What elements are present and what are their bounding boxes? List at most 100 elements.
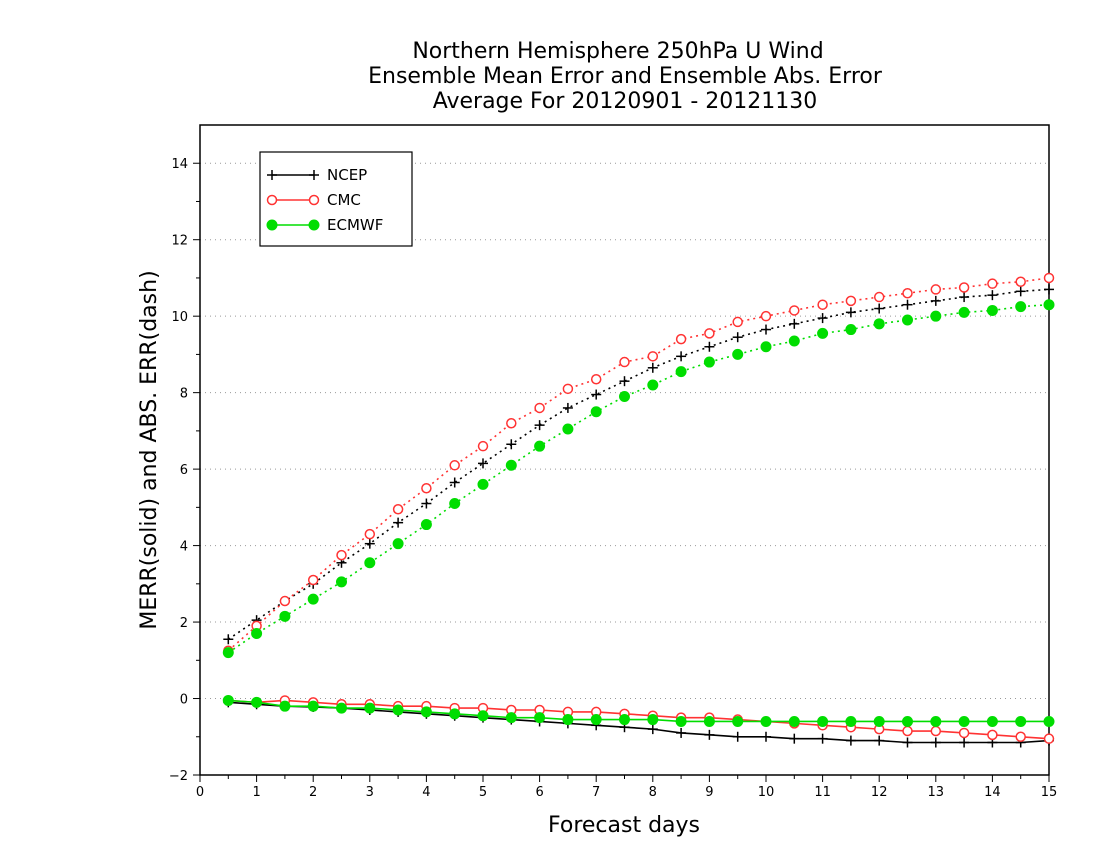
legend-marker xyxy=(267,170,277,180)
ecmwf-abs-error-point xyxy=(930,310,942,322)
legend-label-ncep: NCEP xyxy=(327,166,367,184)
ecmwf-mean-error-point xyxy=(562,714,574,726)
cmc-abs-error-point xyxy=(506,417,517,429)
ncep-abs-error-point xyxy=(534,420,545,431)
ncep-abs-error-point xyxy=(393,517,404,528)
x-tick-label: 2 xyxy=(309,785,317,800)
y-tick-label: 8 xyxy=(180,387,188,402)
ncep-abs-error-point xyxy=(591,389,602,400)
ncep-abs-error-point xyxy=(761,324,771,335)
x-tick-label: 14 xyxy=(984,785,1001,800)
cmc-abs-error-point xyxy=(392,504,404,515)
ecmwf-abs-error-point xyxy=(873,318,885,330)
cmc-abs-error-point xyxy=(675,333,687,345)
ecmwf-abs-error-point xyxy=(420,519,432,531)
x-tick-label: 6 xyxy=(535,785,543,800)
y-tick-label: 10 xyxy=(171,310,188,325)
ecmwf-abs-error-point xyxy=(986,304,998,316)
ecmwf-mean-error-point xyxy=(845,715,857,727)
ecmwf-abs-error-point xyxy=(845,324,857,336)
y-axis-label: MERR(solid) and ABS. ERR(dash) xyxy=(137,270,162,629)
ecmwf-mean-error-point xyxy=(703,715,715,727)
ecmwf-mean-error-point xyxy=(392,704,404,716)
legend-label-ecmwf: ECMWF xyxy=(327,216,383,234)
cmc-abs-error-point xyxy=(1015,276,1026,288)
ncep-mean-error-point xyxy=(845,735,856,746)
ncep-abs-error-point xyxy=(562,402,573,413)
series-ecmwf xyxy=(222,299,1055,727)
legend-item-cmc: CMC xyxy=(266,191,361,209)
y-tick-label: 4 xyxy=(180,540,188,555)
legend-marker xyxy=(308,219,320,231)
cmc-abs-error-point xyxy=(845,295,857,307)
ncep-mean-error-point xyxy=(874,735,885,746)
ncep-abs-error-line xyxy=(227,288,1050,640)
x-axis-label: Forecast days xyxy=(548,813,700,838)
ncep-mean-error-point xyxy=(930,737,941,748)
cmc-mean-error-point xyxy=(958,727,970,739)
ncep-abs-error-point xyxy=(676,351,687,362)
x-tick-label: 12 xyxy=(871,785,888,800)
ecmwf-abs-error-line xyxy=(227,303,1050,654)
ncep-abs-error-point xyxy=(506,439,517,450)
cmc-mean-error-point xyxy=(987,729,998,741)
legend-marker xyxy=(309,170,319,180)
cmc-mean-error-point xyxy=(1043,733,1055,744)
ecmwf-mean-error-point xyxy=(251,696,263,708)
x-tick-label: 5 xyxy=(479,785,487,800)
ncep-abs-error-point xyxy=(1015,286,1026,297)
x-tick-label: 15 xyxy=(1041,785,1058,800)
x-tick-label: 7 xyxy=(592,785,600,800)
cmc-abs-error-point xyxy=(336,549,347,561)
ncep-abs-error-point xyxy=(987,290,998,301)
ecmwf-mean-error-point xyxy=(1043,715,1055,727)
ecmwf-abs-error-point xyxy=(675,366,687,378)
ecmwf-abs-error-point xyxy=(222,647,234,659)
ncep-mean-error-point xyxy=(732,731,743,742)
cmc-abs-error-point xyxy=(477,440,489,452)
ecmwf-mean-error-point xyxy=(788,715,800,727)
ecmwf-mean-error-point xyxy=(307,700,319,712)
cmc-abs-error-point xyxy=(1043,272,1055,284)
ncep-mean-error-point xyxy=(959,737,970,748)
y-tick-label: 2 xyxy=(180,616,188,631)
legend-marker xyxy=(266,194,278,206)
y-tick-label: −2 xyxy=(169,769,188,784)
ncep-mean-error-point xyxy=(704,729,715,740)
ecmwf-mean-error-point xyxy=(817,715,829,727)
legend-box xyxy=(259,151,413,247)
ecmwf-mean-error-point xyxy=(279,700,291,712)
legend: NCEP CMC ECMWF xyxy=(259,151,413,247)
cmc-abs-error-point xyxy=(364,528,376,540)
ecmwf-mean-error-point xyxy=(675,715,687,727)
ecmwf-mean-error-point xyxy=(873,715,885,727)
x-tick-label: 10 xyxy=(758,785,775,800)
ecmwf-abs-error-point xyxy=(477,478,489,490)
x-tick-label: 8 xyxy=(649,785,657,800)
cmc-abs-error-point xyxy=(760,310,772,322)
legend-marker xyxy=(266,219,278,231)
ecmwf-abs-error-point xyxy=(307,593,319,605)
cmc-abs-error-point xyxy=(421,482,432,494)
y-tick-label: 12 xyxy=(171,234,188,249)
ncep-abs-error-point xyxy=(789,318,800,329)
ncep-mean-error-point xyxy=(761,731,771,742)
ecmwf-mean-error-point xyxy=(449,708,461,720)
ecmwf-abs-error-point xyxy=(703,356,715,368)
ecmwf-abs-error-point xyxy=(505,459,517,471)
cmc-abs-error-point xyxy=(647,351,659,362)
cmc-abs-error-point xyxy=(987,278,998,289)
ecmwf-abs-error-point xyxy=(590,406,602,418)
ecmwf-mean-error-point xyxy=(590,714,602,726)
cmc-abs-error-point xyxy=(789,305,800,316)
ecmwf-abs-error-point xyxy=(732,348,744,360)
cmc-abs-error-point xyxy=(534,402,545,414)
ecmwf-mean-error-point xyxy=(505,712,517,724)
cmc-abs-error-point xyxy=(449,460,460,471)
cmc-mean-error-point xyxy=(930,725,942,737)
cmc-abs-error-point xyxy=(279,595,291,607)
y-tick-label: 14 xyxy=(171,157,188,172)
ecmwf-mean-error-point xyxy=(986,715,998,727)
